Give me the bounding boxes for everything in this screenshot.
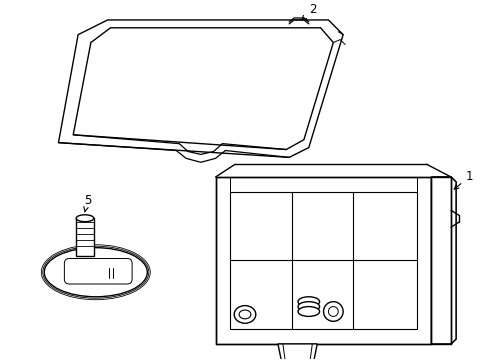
Polygon shape: [59, 20, 343, 157]
Ellipse shape: [234, 306, 255, 323]
FancyBboxPatch shape: [64, 258, 132, 284]
Ellipse shape: [297, 302, 319, 311]
Polygon shape: [430, 177, 455, 344]
Ellipse shape: [297, 307, 319, 316]
Circle shape: [323, 302, 343, 321]
Ellipse shape: [44, 248, 147, 297]
Polygon shape: [277, 344, 317, 360]
Text: 3: 3: [325, 297, 345, 310]
Polygon shape: [73, 28, 333, 149]
Text: 5: 5: [83, 194, 91, 212]
Polygon shape: [215, 177, 430, 344]
Text: 2: 2: [301, 3, 316, 20]
Polygon shape: [430, 177, 455, 344]
Ellipse shape: [76, 215, 94, 222]
Ellipse shape: [239, 310, 250, 319]
Text: 1: 1: [453, 170, 472, 189]
Text: 4: 4: [260, 305, 280, 318]
Circle shape: [328, 307, 338, 316]
Ellipse shape: [297, 297, 319, 307]
Polygon shape: [230, 192, 416, 329]
Bar: [76, 218, 94, 256]
